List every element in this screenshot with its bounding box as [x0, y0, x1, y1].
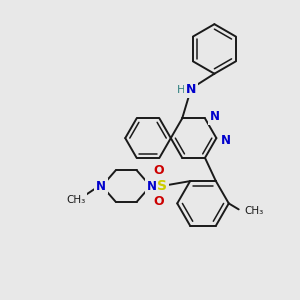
Text: O: O [153, 195, 164, 208]
Text: N: N [221, 134, 231, 147]
Text: N: N [185, 83, 196, 96]
Text: N: N [210, 110, 220, 123]
Text: CH₃: CH₃ [67, 195, 86, 205]
Text: CH₃: CH₃ [244, 206, 264, 216]
Text: O: O [153, 164, 164, 177]
Text: N: N [96, 180, 106, 193]
Text: N: N [146, 180, 157, 193]
Text: H: H [176, 85, 185, 94]
Text: S: S [158, 179, 167, 193]
